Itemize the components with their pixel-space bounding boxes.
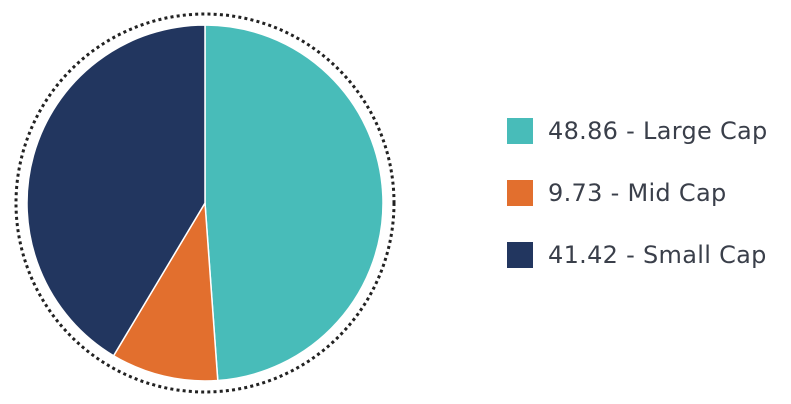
pie-slice-mid-cap	[112, 202, 219, 382]
legend-label-large-cap: 48.86 - Large Cap	[548, 117, 768, 145]
legend-item-small-cap: 41.42 - Small Cap	[507, 236, 768, 274]
legend-item-mid-cap: 9.73 - Mid Cap	[507, 174, 768, 212]
legend-swatch-large-cap	[507, 118, 533, 144]
legend-item-large-cap: 48.86 - Large Cap	[507, 112, 768, 150]
pie-slices	[26, 24, 384, 382]
pie-slice-large-cap	[204, 24, 384, 382]
legend-swatch-small-cap	[507, 242, 533, 268]
legend-swatch-mid-cap	[507, 180, 533, 206]
legend: 48.86 - Large Cap 9.73 - Mid Cap 41.42 -…	[507, 112, 768, 298]
pie-chart	[14, 12, 396, 394]
pie-slice-small-cap	[26, 24, 206, 357]
legend-label-mid-cap: 9.73 - Mid Cap	[548, 179, 727, 207]
legend-label-small-cap: 41.42 - Small Cap	[548, 241, 767, 269]
dotted-outer-ring	[14, 12, 396, 394]
